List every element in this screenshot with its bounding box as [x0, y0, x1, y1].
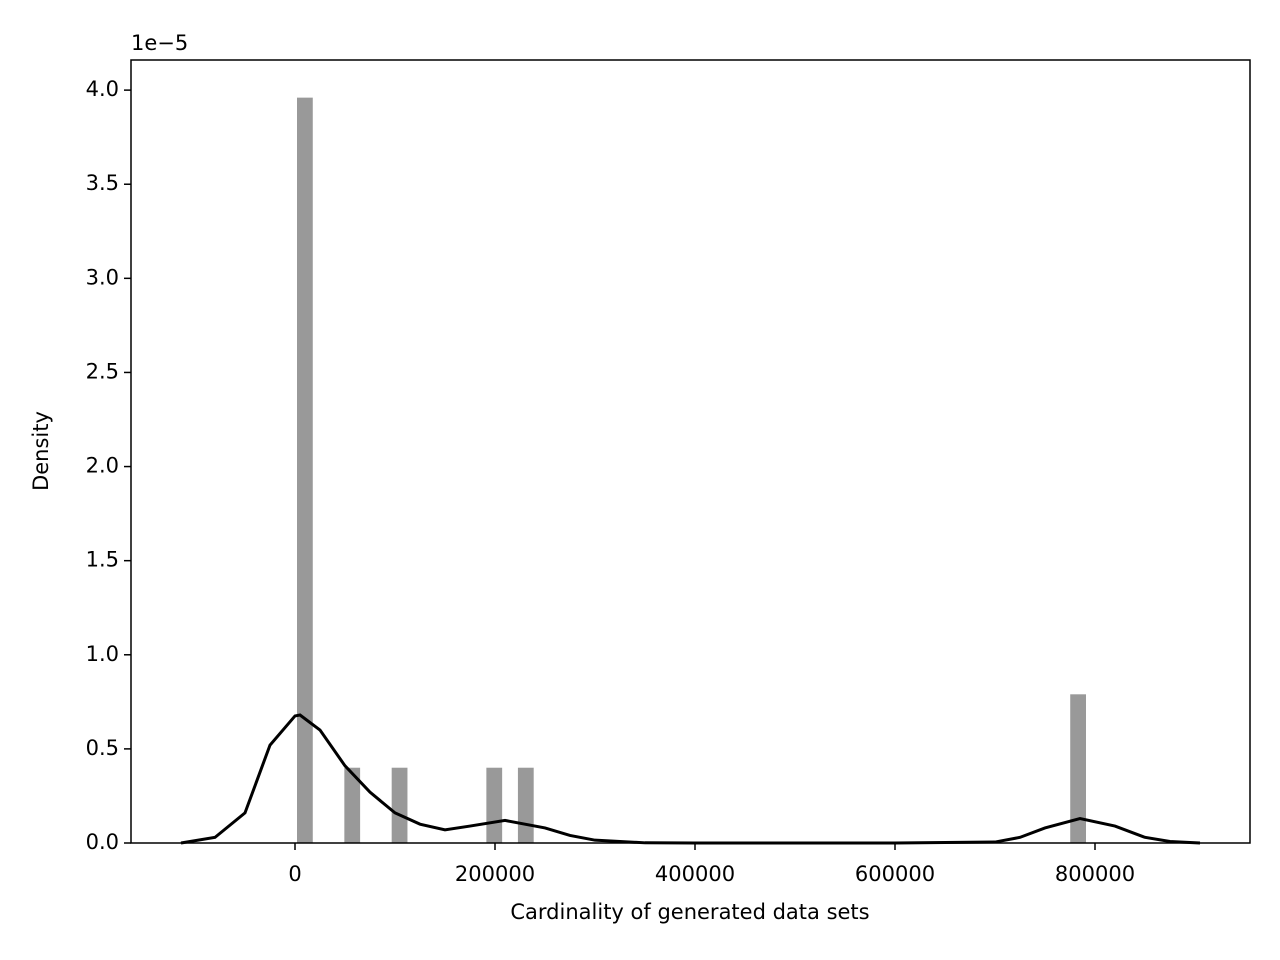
- x-tick-label: 800000: [1055, 862, 1135, 886]
- histogram-bar: [344, 767, 361, 843]
- histogram-bar: [486, 767, 503, 843]
- x-axis-label: Cardinality of generated data sets: [510, 900, 869, 924]
- x-tick-label: 0: [288, 862, 301, 886]
- y-axis-label: Density: [29, 411, 53, 491]
- y-tick-label: 3.5: [86, 171, 119, 195]
- y-tick-label: 3.0: [86, 265, 119, 289]
- histogram-bar: [1070, 694, 1086, 843]
- plot-frame: [130, 59, 1251, 844]
- x-tick-label: 600000: [855, 862, 935, 886]
- histogram-bar: [391, 767, 408, 843]
- y-tick-label: 2.5: [86, 359, 119, 383]
- y-tick-label: 2.0: [86, 454, 119, 478]
- x-tick-label: 400000: [655, 862, 735, 886]
- y-tick-label: 1.0: [86, 642, 119, 666]
- y-tick-label: 0.5: [86, 736, 119, 760]
- kde-line: [180, 713, 1201, 845]
- histogram-bar: [517, 767, 534, 843]
- histogram-bar: [297, 97, 313, 844]
- y-tick-label: 4.0: [86, 77, 119, 101]
- y-offset-label: 1e−5: [131, 31, 188, 55]
- x-tick-label: 200000: [455, 862, 535, 886]
- y-tick-label: 0.0: [86, 830, 119, 854]
- y-tick-label: 1.5: [86, 548, 119, 572]
